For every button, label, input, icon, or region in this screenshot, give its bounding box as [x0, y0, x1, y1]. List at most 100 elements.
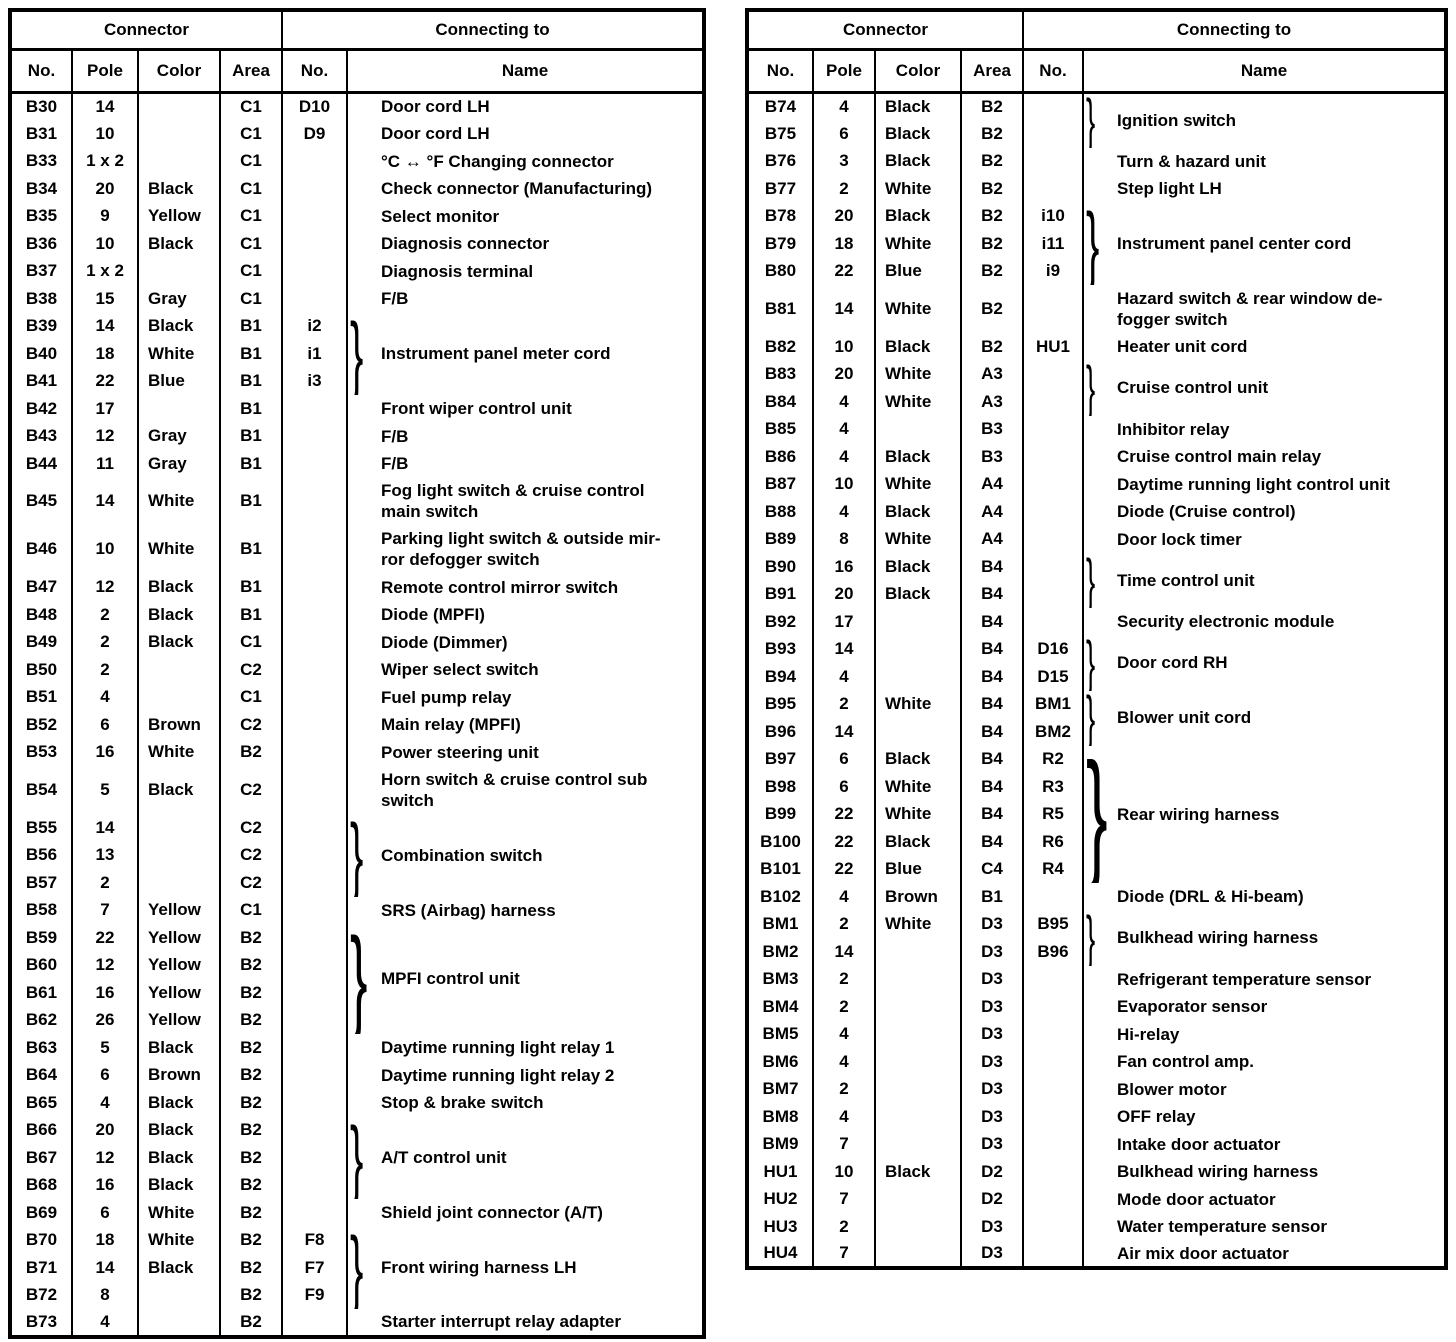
cell-area: B2 [219, 1116, 282, 1144]
cell-pole: 6 [71, 711, 138, 739]
cell-color [137, 395, 220, 423]
cell-cno: i2 [281, 312, 347, 340]
cell-no: B95 [764, 694, 797, 714]
connector-name: Power steering unit [381, 742, 539, 762]
table-row: B97 6 Black B4 R2} Rear wiring harness [747, 745, 1446, 883]
cell-no: HU4 [763, 1243, 798, 1263]
table-row: B94 4 B4 D15 [747, 663, 1446, 691]
cell-cno [281, 683, 347, 711]
connector-name: Diagnosis terminal [381, 261, 534, 281]
cell-color: White [137, 340, 220, 368]
cell-cno [281, 979, 347, 1007]
cell-name: } Front wiring harness LH [346, 1226, 704, 1309]
cell-pole: 18 [71, 340, 138, 368]
cell-cno: F9 [281, 1281, 347, 1309]
cell-cno: R5 [1022, 800, 1083, 828]
table-row: B75 6 Black B2 [747, 120, 1446, 148]
cell-area: B2 [219, 1144, 282, 1172]
table-row: BM1 2 White D3 B95} Bulkhead wiring harness [747, 910, 1446, 966]
cell-area: B2 [960, 202, 1023, 230]
table-row: B53 16 White B2 Power steering unit [10, 738, 704, 766]
col-header-connecting-no: No. [281, 49, 347, 94]
cell-area: A4 [960, 525, 1023, 553]
connector-name: Remote control mirror switch [381, 577, 619, 597]
connector-name: F/B [381, 289, 409, 309]
cell-no: B85 [764, 419, 797, 439]
group-brace: } [1086, 360, 1096, 416]
cell-cno [281, 711, 347, 739]
cell-pole: 2 [812, 1213, 875, 1241]
cell-no: B79 [764, 233, 797, 253]
cell-area: B4 [960, 745, 1023, 773]
connector-name: F/B [381, 454, 409, 474]
connector-name: Evaporator sensor [1117, 997, 1268, 1017]
cell-cno [1022, 1240, 1083, 1268]
connector-name: Instrument panel meter cord [381, 344, 611, 364]
connector-name: A/T control unit [381, 1148, 507, 1168]
cell-pole: 1 x 2 [71, 257, 138, 285]
cell-area: C1 [219, 230, 282, 258]
cell-no: B53 [25, 742, 58, 762]
cell-cno: F7 [281, 1254, 347, 1282]
table-row: B60 12 Yellow B2 [10, 951, 704, 979]
cell-color: Black [874, 202, 961, 230]
cell-pole: 18 [812, 230, 875, 258]
table-row: B70 18 White B2 F8} Front wiring harness LH [10, 1226, 704, 1309]
table-row: B69 6 White B2 Shield joint connector (A/T) [10, 1199, 704, 1227]
cell-pole: 4 [71, 683, 138, 711]
cell-area: B2 [219, 1089, 282, 1117]
cell-area: A4 [960, 470, 1023, 498]
cell-pole: 4 [71, 1309, 138, 1337]
cell-no: B73 [25, 1311, 58, 1331]
cell-cno [281, 285, 347, 313]
cell-name: } Instrument panel center cord [1082, 202, 1446, 286]
cell-color [137, 683, 220, 711]
cell-no: B84 [764, 391, 797, 411]
connector-name: Fan control amp. [1117, 1052, 1254, 1072]
cell-cno [281, 1199, 347, 1227]
cell-color: Yellow [137, 896, 220, 924]
cell-pole: 16 [812, 553, 875, 581]
cell-no: B48 [25, 604, 58, 624]
cell-cno: R2 [1022, 745, 1083, 773]
cell-cno [281, 766, 347, 814]
cell-no: B62 [25, 1010, 58, 1030]
cell-cno [1022, 415, 1083, 443]
cell-name: Air mix door actuator [1082, 1240, 1446, 1268]
table-row: B90 16 Black B4} Time control unit [747, 553, 1446, 608]
cell-color: Black [137, 175, 220, 203]
connector-name: Hi-relay [1117, 1024, 1180, 1044]
cell-area: A3 [960, 388, 1023, 416]
cell-pole: 4 [812, 1020, 875, 1048]
cell-color: Gray [137, 285, 220, 313]
cell-no: HU3 [763, 1216, 798, 1236]
cell-pole: 7 [812, 1185, 875, 1213]
cell-color: White [874, 800, 961, 828]
cell-area: C2 [219, 841, 282, 869]
cell-pole: 15 [71, 285, 138, 313]
cell-no: B66 [25, 1120, 58, 1140]
cell-no: B72 [25, 1285, 58, 1305]
cell-color: Yellow [137, 979, 220, 1007]
table-row: B61 16 Yellow B2 [10, 979, 704, 1007]
cell-color: Yellow [137, 202, 220, 230]
cell-pole: 14 [71, 92, 138, 120]
cell-area: B1 [219, 395, 282, 423]
cell-no: B77 [764, 178, 797, 198]
cell-cno [281, 951, 347, 979]
table-row: BM6 4 D3 Fan control amp. [747, 1048, 1446, 1076]
cell-area: C2 [219, 711, 282, 739]
cell-cno [1022, 553, 1083, 581]
cell-color [874, 635, 961, 663]
table-row: BM9 7 D3 Intake door actuator [747, 1130, 1446, 1158]
cell-area: B1 [219, 422, 282, 450]
cell-area: D3 [960, 1213, 1023, 1241]
cell-color [874, 1130, 961, 1158]
cell-color [137, 1309, 220, 1337]
table-row: B85 4 B3 Inhibitor relay [747, 415, 1446, 443]
cell-color: White [874, 175, 961, 203]
connector-name: Select monitor [381, 206, 500, 226]
group-brace: } [1086, 202, 1100, 286]
cell-cno [1022, 580, 1083, 608]
cell-pole: 6 [812, 773, 875, 801]
